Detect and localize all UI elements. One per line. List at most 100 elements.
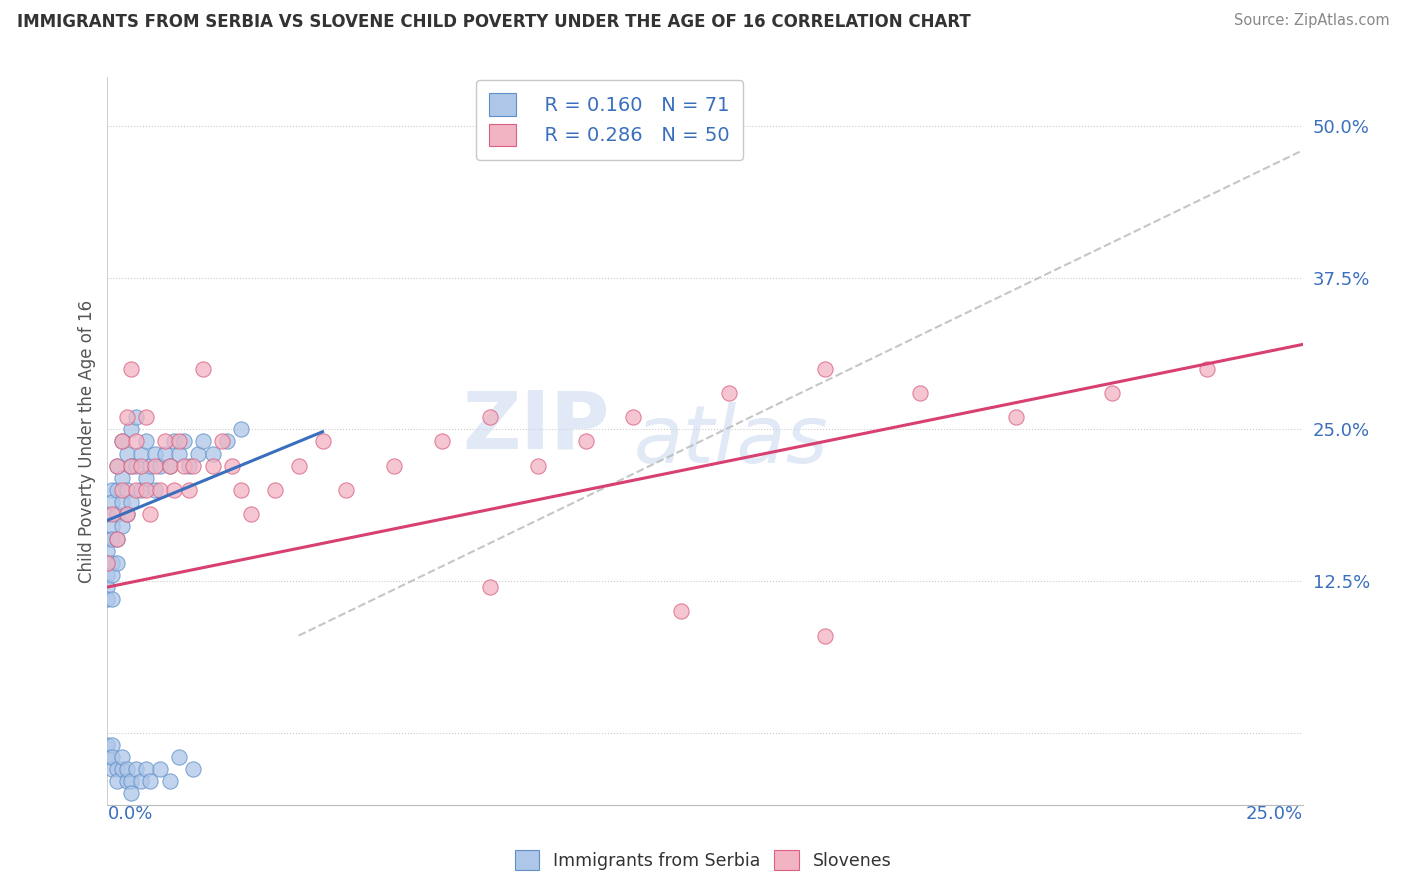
Point — [101, 592, 124, 607]
Point — [125, 458, 148, 473]
Point — [115, 774, 138, 789]
Point — [115, 762, 138, 776]
Point — [111, 434, 134, 449]
Point — [621, 410, 644, 425]
Point — [115, 447, 138, 461]
Point — [430, 434, 453, 449]
Point — [115, 508, 138, 522]
Point — [211, 434, 233, 449]
Point — [382, 458, 405, 473]
Point — [177, 483, 200, 497]
Text: 25.0%: 25.0% — [1246, 805, 1303, 823]
Point — [191, 434, 214, 449]
Point — [1005, 410, 1028, 425]
Point — [115, 483, 138, 497]
Point — [167, 434, 190, 449]
Point — [669, 604, 692, 618]
Point — [111, 750, 134, 764]
Point — [120, 458, 142, 473]
Point — [111, 471, 134, 485]
Point — [111, 762, 134, 776]
Point — [143, 458, 166, 473]
Point — [105, 532, 128, 546]
Point — [105, 458, 128, 473]
Legend:   R = 0.160   N = 71,   R = 0.286   N = 50: R = 0.160 N = 71, R = 0.286 N = 50 — [475, 80, 744, 160]
Point — [105, 762, 128, 776]
Point — [129, 447, 152, 461]
Y-axis label: Child Poverty Under the Age of 16: Child Poverty Under the Age of 16 — [79, 300, 96, 583]
Point — [814, 629, 837, 643]
Point — [96, 738, 118, 752]
Point — [135, 410, 157, 425]
Point — [101, 483, 124, 497]
Point — [149, 483, 172, 497]
Point — [183, 458, 205, 473]
Point — [231, 483, 253, 497]
Text: IMMIGRANTS FROM SERBIA VS SLOVENE CHILD POVERTY UNDER THE AGE OF 16 CORRELATION : IMMIGRANTS FROM SERBIA VS SLOVENE CHILD … — [17, 13, 970, 31]
Point — [101, 568, 124, 582]
Point — [101, 762, 124, 776]
Point — [287, 458, 309, 473]
Point — [120, 774, 142, 789]
Point — [311, 434, 333, 449]
Point — [120, 495, 142, 509]
Point — [135, 483, 157, 497]
Point — [478, 410, 501, 425]
Point — [163, 434, 186, 449]
Point — [105, 556, 128, 570]
Point — [101, 508, 124, 522]
Point — [139, 508, 162, 522]
Point — [125, 483, 148, 497]
Point — [221, 458, 243, 473]
Point — [101, 495, 124, 509]
Point — [111, 434, 134, 449]
Point — [96, 556, 118, 570]
Point — [163, 483, 186, 497]
Point — [1101, 385, 1123, 400]
Point — [177, 458, 200, 473]
Point — [149, 458, 172, 473]
Point — [201, 458, 224, 473]
Point — [105, 532, 128, 546]
Point — [153, 447, 176, 461]
Point — [96, 532, 118, 546]
Point — [135, 434, 157, 449]
Point — [129, 774, 152, 789]
Point — [120, 458, 142, 473]
Point — [139, 774, 162, 789]
Point — [96, 750, 118, 764]
Point — [105, 774, 128, 789]
Point — [96, 508, 118, 522]
Point — [191, 361, 214, 376]
Point — [115, 410, 138, 425]
Point — [120, 422, 142, 436]
Text: atlas: atlas — [633, 402, 828, 481]
Point — [111, 483, 134, 497]
Point — [129, 458, 152, 473]
Point — [125, 434, 148, 449]
Point — [183, 762, 205, 776]
Point — [478, 580, 501, 594]
Point — [187, 447, 209, 461]
Point — [159, 458, 181, 473]
Point — [101, 532, 124, 546]
Point — [105, 508, 128, 522]
Point — [143, 483, 166, 497]
Point — [105, 458, 128, 473]
Text: 0.0%: 0.0% — [107, 805, 153, 823]
Point — [111, 519, 134, 533]
Point — [101, 738, 124, 752]
Point — [101, 750, 124, 764]
Text: ZIP: ZIP — [463, 388, 609, 466]
Point — [263, 483, 285, 497]
Point — [96, 568, 118, 582]
Point — [96, 592, 118, 607]
Point — [526, 458, 548, 473]
Point — [101, 519, 124, 533]
Point — [201, 447, 224, 461]
Point — [159, 774, 181, 789]
Point — [125, 410, 148, 425]
Point — [111, 495, 134, 509]
Point — [173, 458, 195, 473]
Point — [135, 471, 157, 485]
